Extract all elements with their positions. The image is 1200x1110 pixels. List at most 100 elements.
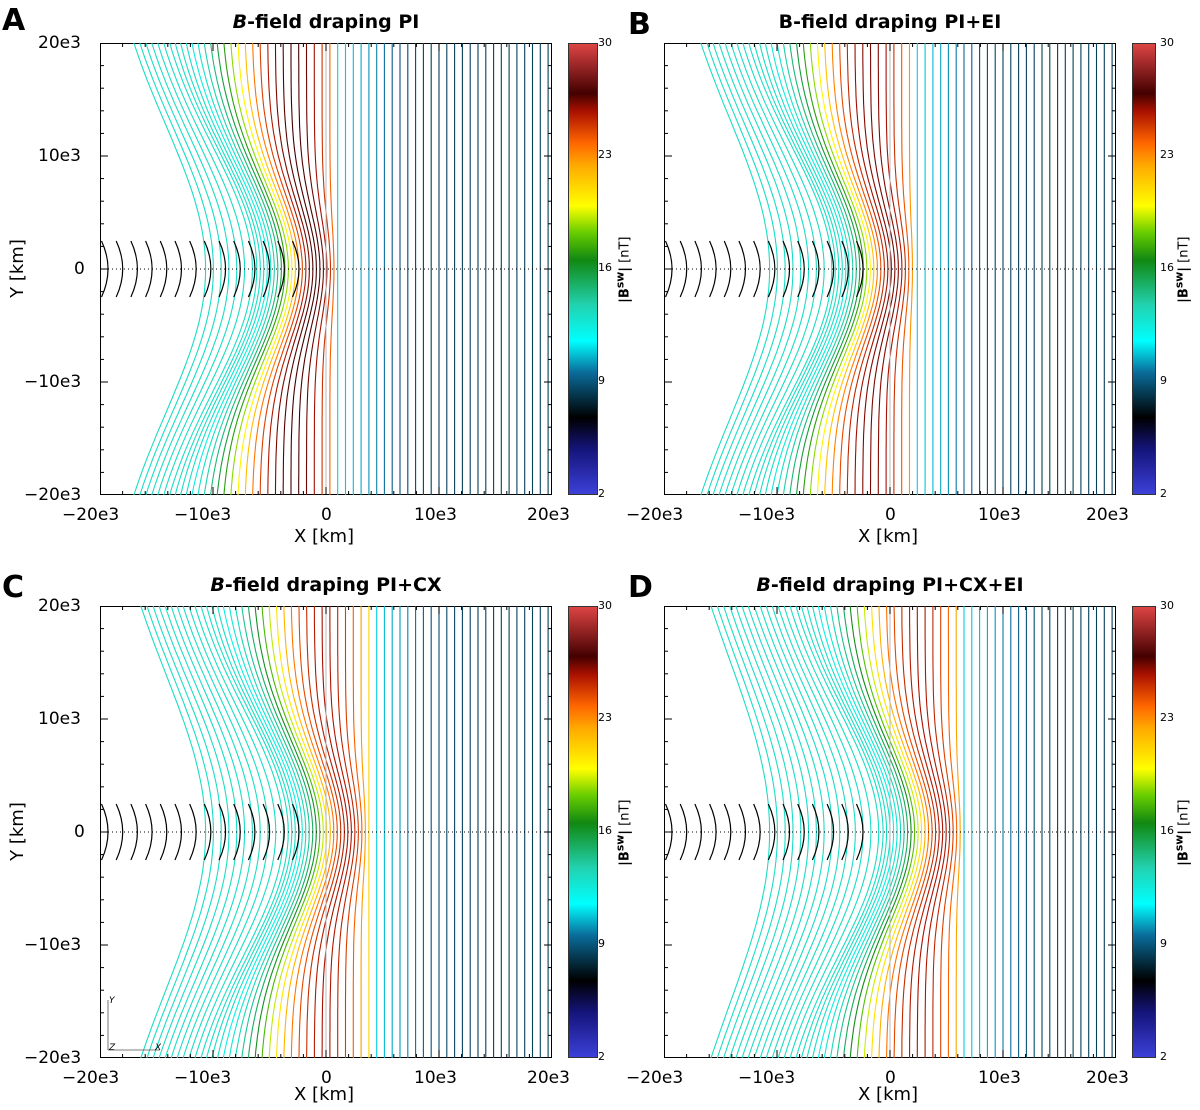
streamline-plot-a-field-line-17 <box>237 43 293 495</box>
x-tick-a-2: 0 <box>321 505 332 525</box>
panel-title-c: B-field draping PI+CX <box>100 574 552 596</box>
streamline-plot-c-field-line-15 <box>228 606 303 1058</box>
streamline-plot-b-field-line-27 <box>877 43 899 495</box>
colorbar-d-tick-30: 30 <box>1160 599 1174 612</box>
streamline-plot-c-field-line-13 <box>216 606 296 1058</box>
colorbar-b-label-sup: sw <box>1172 271 1186 289</box>
streamline-plot-c-field-line-30 <box>337 606 356 1058</box>
streamline-plot-c-field-line-16 <box>234 606 307 1058</box>
panel-title-c-rest: -field draping PI+CX <box>224 574 442 596</box>
streamline-plot-c-field-line-28 <box>321 606 349 1058</box>
streamline-plot-d-axis-converge-8 <box>782 803 791 861</box>
colorbar-c-label-sup: sw <box>613 834 627 852</box>
streamline-plot-d-field-line-24 <box>856 606 916 1058</box>
streamline-plot-d <box>664 606 1116 1058</box>
streamline-plot-d-axis-converge-5 <box>738 803 747 861</box>
colorbar-b-label-end: | <box>1176 266 1192 272</box>
streamline-plot-a-field-line-1 <box>139 43 214 495</box>
streamline-plot-a-field-line-13 <box>210 43 279 495</box>
x-tick-c-4: 20e3 <box>527 1068 570 1088</box>
streamline-plot-b-field-line-25 <box>862 43 892 495</box>
streamline-plot-d-field-line-9 <box>765 606 841 1058</box>
x-tick-d-4: 20e3 <box>1086 1068 1129 1088</box>
x-tick-a-3: 10e3 <box>414 505 457 525</box>
streamline-plot-a-field-line-18 <box>244 43 296 495</box>
streamline-plot-c-field-line-8 <box>188 606 269 1058</box>
streamline-plot-a-axis-converge-1 <box>115 240 124 298</box>
streamline-plot-a-field-line-0 <box>133 43 207 495</box>
colorbar-a-tick-2: 2 <box>598 487 605 500</box>
streamline-plot-b-field-line-12 <box>770 43 847 495</box>
colorbar-d-label-end: | <box>1176 829 1192 835</box>
streamline-plot-c-field-line-24 <box>290 606 335 1058</box>
streamline-plot-d-field-line-2 <box>722 606 786 1058</box>
streamline-plot-b-axis-converge-10 <box>811 240 820 298</box>
panel-letter-a: A <box>2 3 26 38</box>
streamline-plot-b <box>664 43 1116 495</box>
streamline-plot-b-field-line-9 <box>753 43 836 495</box>
streamline-plot-c-axis-converge-7 <box>203 803 212 861</box>
colorbar-c-tick-2: 2 <box>598 1050 605 1063</box>
y-tick-a-4: −20e3 <box>24 485 82 505</box>
streamline-plot-b-field-line-1 <box>706 43 778 495</box>
colorbar-a-label: |Bsw| [nT] <box>613 220 632 320</box>
streamline-plot-c-field-line-25 <box>298 606 338 1058</box>
colorbar-a-label-end: | <box>617 266 633 272</box>
streamline-plot-d-field-line-30 <box>901 606 937 1058</box>
streamline-plot-b-field-line-2 <box>712 43 786 495</box>
colorbar-d-label: |Bsw| [nT] <box>1172 783 1191 883</box>
streamline-plot-c-coord-inset <box>107 1000 160 1051</box>
colorbar-c-tick-9: 9 <box>598 937 605 950</box>
colorbar-b-tick-9: 9 <box>1160 374 1167 387</box>
colorbar-b-tick-16: 16 <box>1160 261 1174 274</box>
streamline-plot-d-field-line-31 <box>908 606 940 1058</box>
panel-letter-b: B <box>628 7 651 42</box>
streamline-plot-d-field-line-35 <box>940 606 954 1058</box>
streamline-plot-b-axis-converge-7 <box>767 240 776 298</box>
x-tick-b-4: 20e3 <box>1086 505 1129 525</box>
streamline-plot-a-axis-converge-10 <box>247 240 256 298</box>
x-tick-b-0: −20e3 <box>626 505 684 525</box>
streamline-plot-b-field-line-18 <box>809 43 868 495</box>
streamline-plot-d-field-line-22 <box>842 606 909 1058</box>
streamline-plot-c-field-line-1 <box>146 606 214 1058</box>
streamline-plot-c-field-line-0 <box>140 606 207 1058</box>
y-tick-c-2: 0 <box>74 822 85 842</box>
streamline-plot-b-axis-converge-11 <box>826 240 835 298</box>
colorbar-a-label-bold: |B <box>617 288 633 303</box>
panel-title-d-italic: B <box>756 574 771 596</box>
streamline-plot-b-field-line-19 <box>816 43 871 495</box>
streamline-plot-c-field-line-22 <box>275 606 328 1058</box>
x-tick-d-1: −10e3 <box>738 1068 796 1088</box>
panel-letter-d: D <box>628 570 653 605</box>
streamline-plot-a-field-line-25 <box>298 43 321 495</box>
panel-title-a-italic: B <box>232 11 248 33</box>
y-tick-c-1: 10e3 <box>38 709 81 729</box>
x-tick-a-1: −10e3 <box>174 505 232 525</box>
y-axis-label-a: Y [km] <box>6 239 28 298</box>
streamline-plot-b-field-line-8 <box>748 43 833 495</box>
streamline-plot-d-field-line-33 <box>924 606 947 1058</box>
streamline-plot-c-field-line-9 <box>194 606 277 1058</box>
streamline-plot-d-field-line-32 <box>916 606 944 1058</box>
streamline-plot-d-field-line-13 <box>789 606 872 1058</box>
x-tick-b-2: 0 <box>885 505 896 525</box>
streamline-plot-b-axis-converge-8 <box>782 240 791 298</box>
streamline-plot-c-field-line-31 <box>344 606 359 1058</box>
panel-title-a: B-field draping PI <box>100 11 552 33</box>
x-tick-a-4: 20e3 <box>527 505 570 525</box>
x-tick-c-3: 10e3 <box>414 1068 457 1088</box>
colorbar-d-tick-9: 9 <box>1160 937 1167 950</box>
panel-title-d: B-field draping PI+CX+EI <box>664 574 1116 596</box>
panel-letter-c: C <box>2 570 25 605</box>
x-tick-d-3: 10e3 <box>978 1068 1021 1088</box>
streamline-plot-d-field-line-34 <box>932 606 951 1058</box>
streamline-plot-c-axis-converge-8 <box>218 803 227 861</box>
streamline-plot-d-axis-converge-13 <box>855 803 864 861</box>
x-axis-label-d: X [km] <box>858 1084 919 1105</box>
streamline-plot-b-axis-converge-1 <box>679 240 688 298</box>
streamline-plot-c-field-line-17 <box>241 606 310 1058</box>
streamline-plot-b-axis-converge-4 <box>723 240 732 298</box>
streamline-plot-a-axis-converge-2 <box>130 240 138 298</box>
streamline-plot-b-axis-converge-2 <box>694 240 702 298</box>
